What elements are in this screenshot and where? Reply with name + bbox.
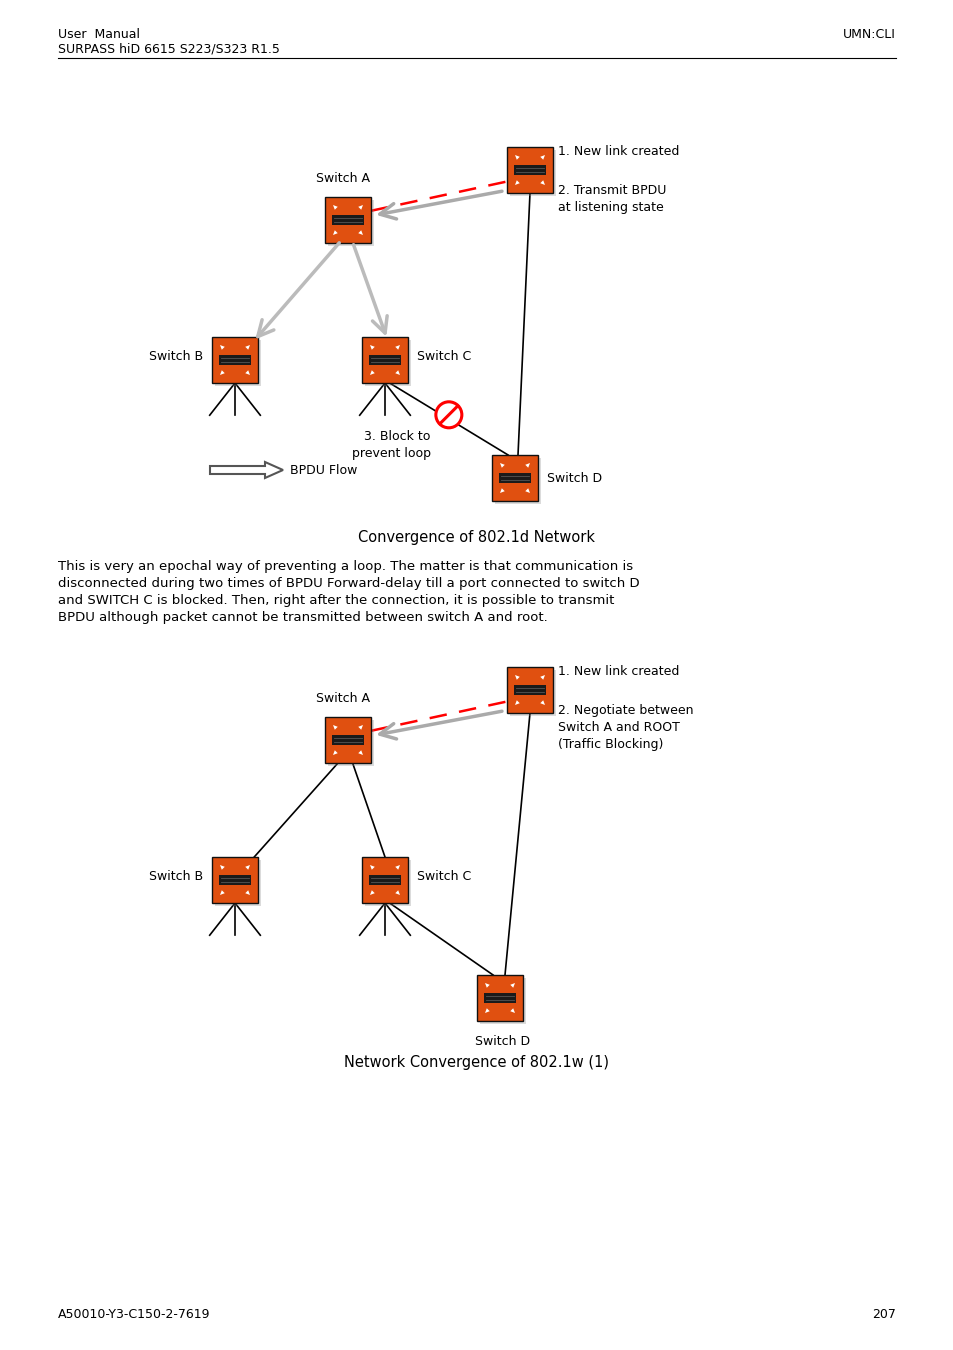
Text: 207: 207: [871, 1308, 895, 1322]
FancyBboxPatch shape: [476, 975, 522, 1021]
FancyArrow shape: [370, 883, 381, 895]
Text: User  Manual: User Manual: [58, 28, 140, 40]
Circle shape: [436, 402, 461, 428]
FancyArrow shape: [388, 883, 399, 895]
FancyBboxPatch shape: [332, 215, 364, 225]
FancyBboxPatch shape: [514, 165, 545, 176]
FancyBboxPatch shape: [325, 717, 371, 763]
FancyBboxPatch shape: [361, 857, 408, 903]
FancyArrow shape: [533, 173, 544, 185]
FancyBboxPatch shape: [514, 684, 545, 695]
FancyBboxPatch shape: [212, 857, 257, 903]
Text: 2. Negotiate between
Switch A and ROOT
(Traffic Blocking): 2. Negotiate between Switch A and ROOT (…: [557, 703, 693, 751]
Text: Switch C: Switch C: [416, 871, 471, 883]
FancyBboxPatch shape: [506, 667, 553, 713]
Text: disconnected during two times of BPDU Forward-delay till a port connected to swi: disconnected during two times of BPDU Fo…: [58, 576, 639, 590]
FancyArrow shape: [499, 463, 511, 475]
Text: This is very an epochal way of preventing a loop. The matter is that communicati: This is very an epochal way of preventin…: [58, 560, 633, 572]
FancyArrow shape: [484, 983, 496, 995]
FancyBboxPatch shape: [361, 338, 408, 383]
Text: BPDU Flow: BPDU Flow: [290, 463, 357, 477]
FancyBboxPatch shape: [479, 977, 525, 1025]
FancyArrow shape: [515, 675, 526, 687]
FancyArrow shape: [515, 173, 526, 185]
FancyBboxPatch shape: [214, 340, 261, 386]
FancyArrow shape: [533, 155, 544, 166]
FancyBboxPatch shape: [218, 355, 251, 364]
FancyBboxPatch shape: [325, 197, 371, 243]
FancyArrow shape: [351, 744, 362, 755]
Text: A50010-Y3-C150-2-7619: A50010-Y3-C150-2-7619: [58, 1308, 211, 1322]
Text: and SWITCH C is blocked. Then, right after the connection, it is possible to tra: and SWITCH C is blocked. Then, right aft…: [58, 594, 614, 608]
Text: Switch D: Switch D: [475, 1035, 529, 1048]
Text: UMN:CLI: UMN:CLI: [842, 28, 895, 40]
FancyArrow shape: [515, 694, 526, 705]
FancyArrow shape: [370, 865, 381, 876]
FancyBboxPatch shape: [214, 860, 261, 906]
FancyArrow shape: [388, 363, 399, 375]
Text: Switch A: Switch A: [315, 693, 370, 706]
FancyArrow shape: [333, 224, 344, 235]
FancyBboxPatch shape: [332, 734, 364, 745]
FancyBboxPatch shape: [365, 340, 411, 386]
FancyArrow shape: [238, 346, 250, 356]
FancyArrow shape: [484, 1002, 496, 1012]
FancyBboxPatch shape: [212, 338, 257, 383]
FancyArrow shape: [517, 482, 530, 493]
FancyBboxPatch shape: [369, 875, 400, 886]
FancyArrow shape: [238, 363, 250, 375]
FancyArrow shape: [515, 155, 526, 166]
FancyBboxPatch shape: [369, 355, 400, 364]
FancyBboxPatch shape: [510, 150, 556, 196]
FancyArrow shape: [238, 883, 250, 895]
Text: Switch C: Switch C: [416, 351, 471, 363]
FancyBboxPatch shape: [328, 200, 374, 246]
Text: 1. New link created: 1. New link created: [557, 144, 679, 158]
FancyArrow shape: [220, 865, 232, 876]
Text: BPDU although packet cannot be transmitted between switch A and root.: BPDU although packet cannot be transmitt…: [58, 612, 547, 624]
FancyArrow shape: [370, 346, 381, 356]
FancyArrow shape: [388, 346, 399, 356]
Text: 2. Transmit BPDU
at listening state: 2. Transmit BPDU at listening state: [557, 184, 665, 213]
Text: 3. Block to
prevent loop: 3. Block to prevent loop: [352, 429, 431, 460]
FancyArrow shape: [517, 463, 530, 475]
Text: 1. New link created: 1. New link created: [557, 666, 679, 678]
Text: Switch B: Switch B: [149, 871, 203, 883]
FancyBboxPatch shape: [365, 860, 411, 906]
FancyBboxPatch shape: [510, 670, 556, 716]
FancyArrow shape: [333, 725, 344, 737]
FancyArrow shape: [503, 983, 515, 995]
FancyArrow shape: [503, 1002, 515, 1012]
FancyArrow shape: [533, 675, 544, 687]
FancyBboxPatch shape: [498, 472, 531, 483]
FancyArrow shape: [333, 205, 344, 216]
Text: Switch D: Switch D: [547, 471, 601, 485]
Text: Network Convergence of 802.1w (1): Network Convergence of 802.1w (1): [344, 1054, 609, 1071]
FancyArrow shape: [351, 224, 362, 235]
FancyArrow shape: [210, 462, 283, 478]
Text: Switch B: Switch B: [149, 351, 203, 363]
FancyArrow shape: [351, 725, 362, 737]
FancyBboxPatch shape: [218, 875, 251, 886]
Text: SURPASS hiD 6615 S223/S323 R1.5: SURPASS hiD 6615 S223/S323 R1.5: [58, 43, 279, 55]
FancyArrow shape: [220, 363, 232, 375]
FancyArrow shape: [238, 865, 250, 876]
FancyArrow shape: [220, 346, 232, 356]
FancyBboxPatch shape: [483, 994, 516, 1003]
FancyArrow shape: [351, 205, 362, 216]
FancyArrow shape: [533, 694, 544, 705]
FancyBboxPatch shape: [506, 147, 553, 193]
FancyArrow shape: [370, 363, 381, 375]
FancyBboxPatch shape: [492, 455, 537, 501]
FancyBboxPatch shape: [328, 720, 374, 765]
Text: Switch A: Switch A: [315, 173, 370, 185]
Text: Convergence of 802.1d Network: Convergence of 802.1d Network: [358, 531, 595, 545]
FancyArrow shape: [499, 482, 511, 493]
FancyArrow shape: [333, 744, 344, 755]
FancyBboxPatch shape: [495, 458, 540, 504]
FancyArrow shape: [220, 883, 232, 895]
FancyArrow shape: [388, 865, 399, 876]
